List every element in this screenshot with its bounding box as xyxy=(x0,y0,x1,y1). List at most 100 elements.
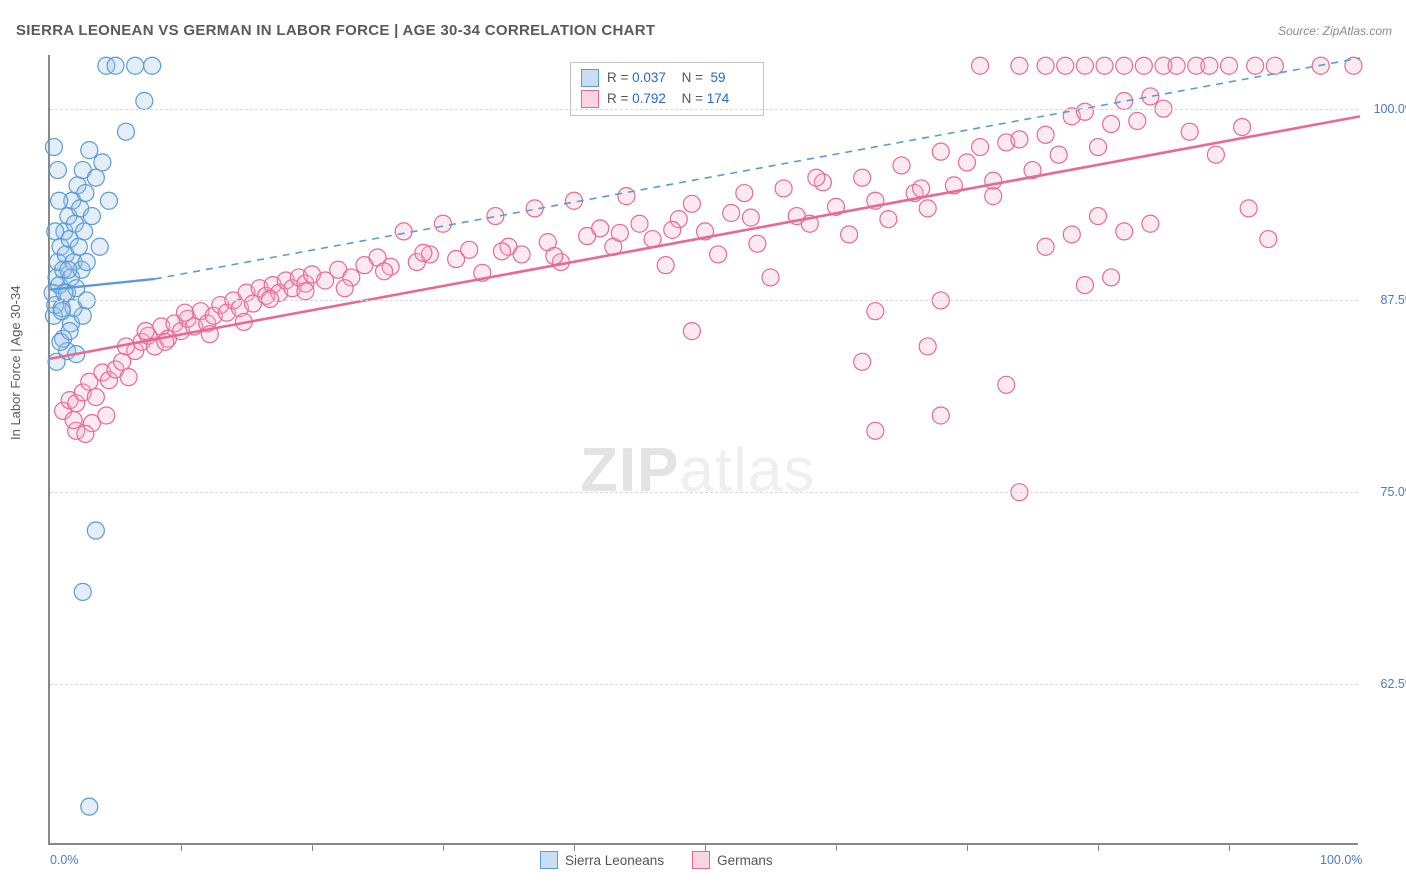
x-tick xyxy=(705,843,706,851)
data-point xyxy=(1063,226,1080,243)
data-point xyxy=(513,246,530,263)
data-point xyxy=(775,180,792,197)
data-point xyxy=(45,139,62,156)
legend-item-de: Germans xyxy=(692,851,773,869)
r-value-sl: 0.037 xyxy=(632,68,674,89)
data-point xyxy=(742,209,759,226)
data-point xyxy=(932,143,949,160)
data-point xyxy=(87,389,104,406)
swatch-bottom-sl xyxy=(540,851,558,869)
data-point xyxy=(985,188,1002,205)
data-point xyxy=(1129,112,1146,129)
data-point xyxy=(376,263,393,280)
n-value-sl: 59 xyxy=(711,68,753,89)
scatter-svg xyxy=(50,55,1358,843)
data-point xyxy=(1037,57,1054,74)
x-tick xyxy=(443,843,444,851)
data-point xyxy=(546,247,563,264)
data-point xyxy=(1076,103,1093,120)
data-point xyxy=(998,376,1015,393)
data-point xyxy=(1116,93,1133,110)
legend-label-de: Germans xyxy=(717,853,773,868)
data-point xyxy=(1181,123,1198,140)
data-point xyxy=(297,283,314,300)
data-point xyxy=(1090,208,1107,225)
data-point xyxy=(913,180,930,197)
x-tick-label: 100.0% xyxy=(1320,853,1362,867)
data-point xyxy=(120,369,137,386)
data-point xyxy=(137,323,154,340)
data-point xyxy=(1116,57,1133,74)
data-point xyxy=(854,169,871,186)
data-point xyxy=(1096,57,1113,74)
data-point xyxy=(1221,57,1238,74)
data-point xyxy=(808,169,825,186)
data-point xyxy=(47,223,64,240)
data-point xyxy=(76,223,93,240)
data-point xyxy=(60,261,77,278)
data-point xyxy=(51,192,68,209)
data-point xyxy=(618,188,635,205)
data-point xyxy=(736,185,753,202)
data-point xyxy=(1247,57,1264,74)
data-point xyxy=(1103,116,1120,133)
data-point xyxy=(435,215,452,232)
legend-label-sl: Sierra Leoneans xyxy=(565,853,664,868)
data-point xyxy=(1011,57,1028,74)
data-point xyxy=(1050,146,1067,163)
data-point xyxy=(1142,88,1159,105)
data-point xyxy=(592,220,609,237)
data-point xyxy=(98,407,115,424)
data-point xyxy=(94,154,111,171)
data-point xyxy=(1240,200,1257,217)
data-point xyxy=(493,243,510,260)
x-tick xyxy=(181,843,182,851)
data-point xyxy=(749,235,766,252)
data-point xyxy=(1168,57,1185,74)
data-point xyxy=(1135,57,1152,74)
data-point xyxy=(74,583,91,600)
source-label: Source: ZipAtlas.com xyxy=(1278,24,1392,38)
correlation-chart: SIERRA LEONEAN VS GERMAN IN LABOR FORCE … xyxy=(0,0,1406,892)
data-point xyxy=(683,195,700,212)
data-point xyxy=(1103,269,1120,286)
data-point xyxy=(136,93,153,110)
data-point xyxy=(336,280,353,297)
data-point xyxy=(81,142,98,159)
data-point xyxy=(1057,57,1074,74)
r-value-de: 0.792 xyxy=(632,89,674,110)
data-point xyxy=(841,226,858,243)
swatch-bottom-de xyxy=(692,851,710,869)
data-point xyxy=(127,57,144,74)
gridline-h xyxy=(50,684,1358,685)
data-point xyxy=(144,57,161,74)
data-point xyxy=(631,215,648,232)
swatch-de xyxy=(581,90,599,108)
data-point xyxy=(107,57,124,74)
data-point xyxy=(1142,215,1159,232)
plot-area: ZIPatlas R = 0.037 N = 59 R = 0.792 N = … xyxy=(48,55,1358,845)
data-point xyxy=(53,303,70,320)
data-point xyxy=(1260,231,1277,248)
data-point xyxy=(87,169,104,186)
data-point xyxy=(985,172,1002,189)
data-point xyxy=(919,200,936,217)
gridline-h xyxy=(50,300,1358,301)
data-point xyxy=(611,224,628,241)
data-point xyxy=(262,290,279,307)
data-point xyxy=(1090,139,1107,156)
data-point xyxy=(65,412,82,429)
n-value-de: 174 xyxy=(707,89,749,110)
data-point xyxy=(710,246,727,263)
data-point xyxy=(867,303,884,320)
x-tick xyxy=(574,843,575,851)
y-tick-label: 100.0% xyxy=(1374,102,1406,116)
x-tick xyxy=(1098,843,1099,851)
data-point xyxy=(723,205,740,222)
data-point xyxy=(919,338,936,355)
data-point xyxy=(61,323,78,340)
data-point xyxy=(664,221,681,238)
data-point xyxy=(683,323,700,340)
data-point xyxy=(932,407,949,424)
data-point xyxy=(854,353,871,370)
